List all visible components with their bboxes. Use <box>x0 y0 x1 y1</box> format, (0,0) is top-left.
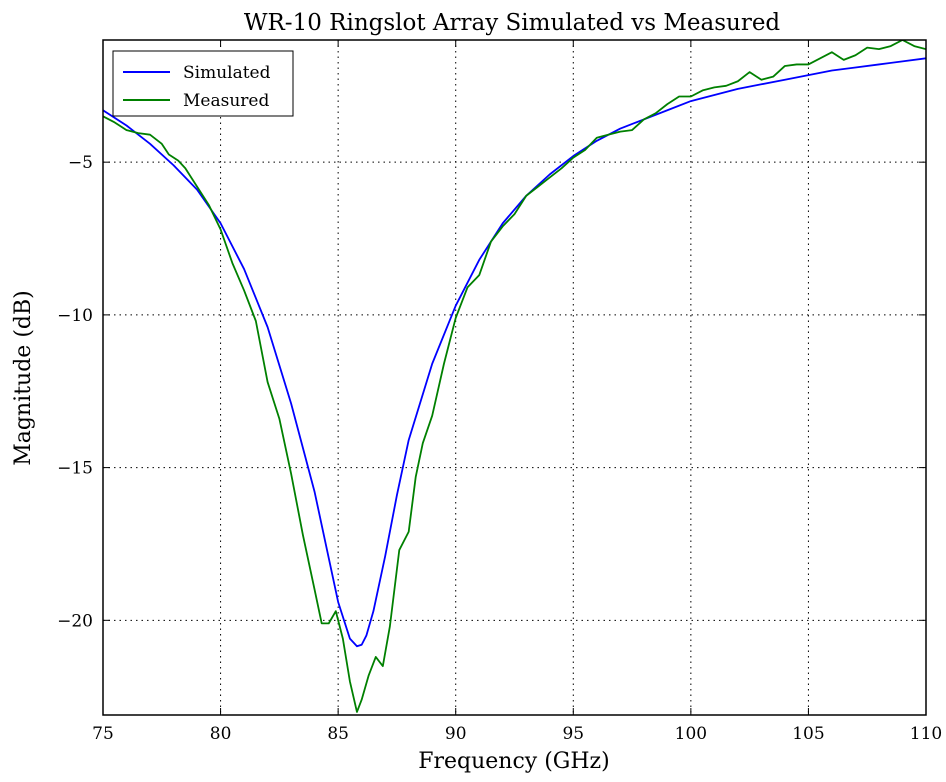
series-line-simulated <box>103 57 926 648</box>
x-tick-label: 95 <box>562 724 584 744</box>
y-tick-label: −10 <box>57 306 93 326</box>
axis-ticks: 75 80 85 90 95 100 105 110 −20 −15 −10 −5 <box>57 40 942 744</box>
x-tick-label: 75 <box>92 724 114 744</box>
x-tick-label: 90 <box>445 724 467 744</box>
x-axis-label: Frequency (GHz) <box>418 749 610 774</box>
x-tick-label: 80 <box>210 724 232 744</box>
chart-title: WR-10 Ringslot Array Simulated vs Measur… <box>244 10 781 36</box>
x-tick-label: 100 <box>675 724 707 744</box>
y-tick-label: −20 <box>57 611 93 631</box>
y-axis-label: Magnitude (dB) <box>11 290 36 465</box>
y-tick-label: −15 <box>57 459 93 479</box>
x-tick-label: 110 <box>910 724 942 744</box>
series-line-measured <box>103 40 926 713</box>
legend-label-measured: Measured <box>183 91 269 111</box>
plot-frame <box>102 39 927 716</box>
series-lines <box>103 40 926 713</box>
x-tick-label: 105 <box>792 724 824 744</box>
legend: Simulated Measured <box>112 50 294 117</box>
legend-box <box>112 50 294 117</box>
x-tick-label: 85 <box>327 724 349 744</box>
y-tick-label: −5 <box>68 153 93 173</box>
legend-label-simulated: Simulated <box>183 63 271 83</box>
